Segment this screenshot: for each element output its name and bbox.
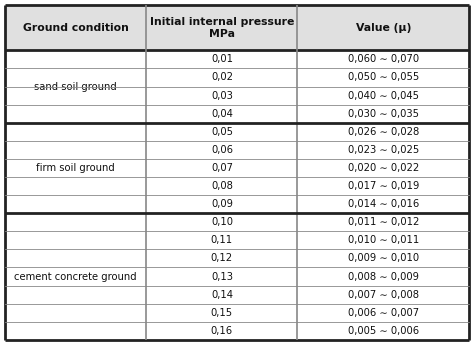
- Text: 0,011 ∼ 0,012: 0,011 ∼ 0,012: [347, 217, 419, 227]
- Text: 0,12: 0,12: [211, 254, 233, 264]
- Bar: [5, 50, 469, 340]
- Text: 0,030 ∼ 0,035: 0,030 ∼ 0,035: [348, 109, 419, 119]
- Text: 0,06: 0,06: [211, 145, 233, 155]
- Text: 0,050 ∼ 0,055: 0,050 ∼ 0,055: [348, 72, 419, 82]
- Text: 0,010 ∼ 0,011: 0,010 ∼ 0,011: [348, 235, 419, 245]
- Text: Value (μ): Value (μ): [356, 23, 411, 33]
- Text: 0,02: 0,02: [211, 72, 233, 82]
- Text: 0,008 ∼ 0,009: 0,008 ∼ 0,009: [348, 272, 419, 282]
- Text: Ground condition: Ground condition: [23, 23, 128, 33]
- Text: 0,020 ∼ 0,022: 0,020 ∼ 0,022: [348, 163, 419, 173]
- Text: firm soil ground: firm soil ground: [36, 163, 115, 173]
- Text: 0,09: 0,09: [211, 199, 233, 209]
- Text: 0,026 ∼ 0,028: 0,026 ∼ 0,028: [348, 127, 419, 137]
- Text: 0,006 ∼ 0,007: 0,006 ∼ 0,007: [348, 308, 419, 318]
- Text: 0,16: 0,16: [211, 326, 233, 336]
- Text: cement concrete ground: cement concrete ground: [14, 272, 137, 282]
- Text: 0,10: 0,10: [211, 217, 233, 227]
- Text: 0,03: 0,03: [211, 91, 233, 101]
- Text: 0,15: 0,15: [211, 308, 233, 318]
- Text: 0,05: 0,05: [211, 127, 233, 137]
- Text: 0,14: 0,14: [211, 289, 233, 299]
- Text: 0,13: 0,13: [211, 272, 233, 282]
- Text: 0,08: 0,08: [211, 181, 233, 191]
- Text: 0,005 ∼ 0,006: 0,005 ∼ 0,006: [348, 326, 419, 336]
- Text: 0,040 ∼ 0,045: 0,040 ∼ 0,045: [348, 91, 419, 101]
- Text: 0,01: 0,01: [211, 55, 233, 65]
- Text: sand soil ground: sand soil ground: [34, 81, 117, 91]
- Text: 0,11: 0,11: [211, 235, 233, 245]
- Text: 0,023 ∼ 0,025: 0,023 ∼ 0,025: [348, 145, 419, 155]
- Text: 0,017 ∼ 0,019: 0,017 ∼ 0,019: [347, 181, 419, 191]
- Text: 0,04: 0,04: [211, 109, 233, 119]
- Text: Initial internal pressure
MPa: Initial internal pressure MPa: [150, 17, 294, 39]
- Text: 0,009 ∼ 0,010: 0,009 ∼ 0,010: [348, 254, 419, 264]
- Bar: [5, 5, 469, 50]
- Text: 0,007 ∼ 0,008: 0,007 ∼ 0,008: [348, 289, 419, 299]
- Text: 0,014 ∼ 0,016: 0,014 ∼ 0,016: [348, 199, 419, 209]
- Text: 0,07: 0,07: [211, 163, 233, 173]
- Text: 0,060 ∼ 0,070: 0,060 ∼ 0,070: [348, 55, 419, 65]
